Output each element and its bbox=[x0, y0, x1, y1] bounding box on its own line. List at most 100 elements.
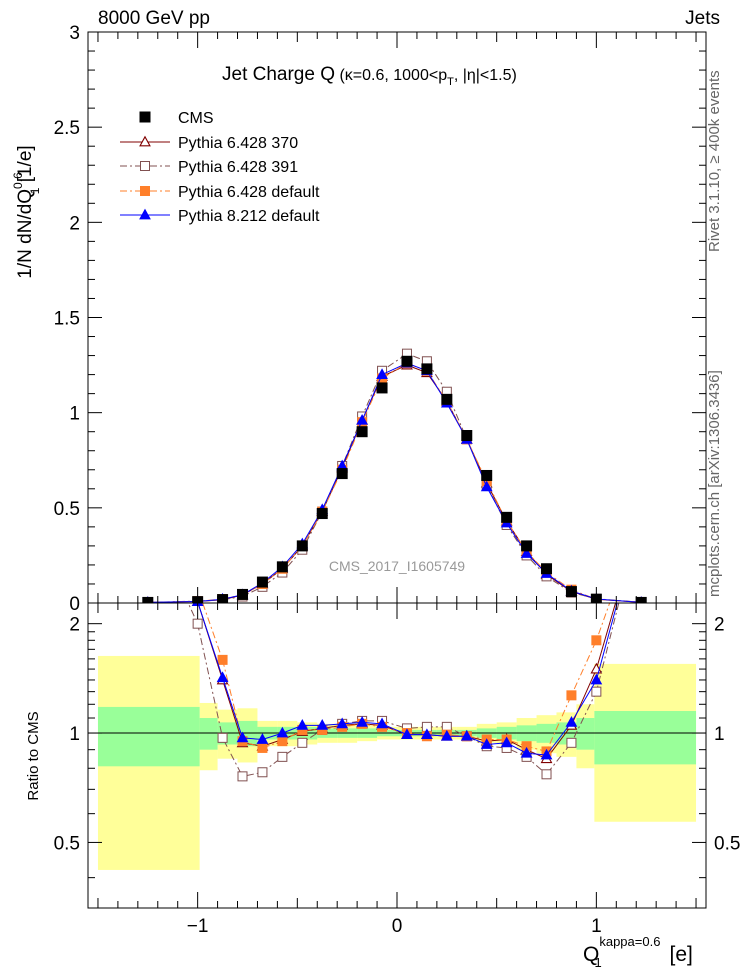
ratio-series-group bbox=[143, 509, 646, 782]
ratio-point-pythia-8-212-default bbox=[440, 729, 453, 741]
energy-label: 8000 GeV pp bbox=[98, 8, 210, 29]
ratio-point-pythia-6-428-391 bbox=[257, 767, 268, 778]
ratio-point-pythia-6-428-391 bbox=[541, 769, 552, 780]
ratio-point-pythia-6-428-391 bbox=[217, 732, 228, 743]
ratio-point-pythia-6-428-391 bbox=[591, 686, 602, 697]
legend-marker bbox=[139, 208, 151, 220]
ratio-point-pythia-8-212-default bbox=[356, 716, 368, 727]
ratio-ytick-label: 2 bbox=[69, 615, 80, 636]
ratio-point-pythia-8-212-default bbox=[296, 719, 309, 730]
cms-data-point bbox=[276, 561, 288, 573]
ratio-point-pythia-8-212-default bbox=[520, 746, 533, 758]
cms-data-point bbox=[461, 430, 473, 442]
legend-label: CMS bbox=[178, 110, 214, 127]
legend-marker bbox=[139, 111, 151, 123]
cms-data-point bbox=[501, 511, 513, 523]
ratio-point-pythia-6-428-391 bbox=[237, 771, 248, 782]
ratio-xtick-label: −1 bbox=[187, 916, 209, 937]
ratio-point-pythia-8-212-default bbox=[143, 509, 153, 518]
ratio-point-pythia-6-428-391 bbox=[297, 737, 308, 748]
legend-marker bbox=[140, 161, 150, 171]
ratio-point-pythia-8-212-default bbox=[236, 731, 249, 743]
legend: CMS Pythia 6.428 370 Pythia 6.428 391 Pythi… bbox=[120, 110, 320, 225]
main-title: Jet Charge Q (κ=0.6, 1000<pT, |η|<1.5) bbox=[222, 64, 517, 88]
legend-label: Pythia 6.428 default bbox=[178, 184, 320, 201]
main-ytick-label: 3 bbox=[69, 23, 80, 44]
ratio-point-pythia-6-428-default bbox=[591, 635, 602, 646]
ratio-point-pythia-6-428-391 bbox=[143, 510, 152, 519]
cms-data-point bbox=[481, 469, 493, 481]
ratio-point-pythia-6-428-370 bbox=[636, 509, 646, 518]
ratio-point-pythia-6-428-default bbox=[257, 742, 268, 753]
ratio-point-pythia-8-212-default bbox=[636, 509, 646, 518]
band-1sigma-bin bbox=[576, 718, 595, 750]
band-1sigma-bin bbox=[594, 710, 697, 765]
uncertainty-bands bbox=[97, 655, 697, 870]
main-ytick-label: 0.5 bbox=[54, 499, 80, 520]
cms-data-point bbox=[565, 586, 577, 598]
ratio-point-pythia-8-212-default bbox=[500, 736, 513, 748]
ratio-point-pythia-6-428-default bbox=[566, 690, 577, 701]
main-ytick-label: 2 bbox=[69, 213, 80, 234]
legend-label: Pythia 8.212 default bbox=[178, 208, 320, 225]
ratio-point-pythia-8-212-default bbox=[376, 717, 388, 729]
ratio-ytick-label: 1 bbox=[69, 724, 80, 745]
ratio-ylabel: Ratio to CMS bbox=[25, 711, 42, 800]
main-line-pythia-8-212-default bbox=[147, 362, 642, 603]
cms-data-point bbox=[316, 508, 328, 520]
band-1sigma-bin bbox=[199, 718, 218, 750]
cms-data-point bbox=[256, 576, 268, 588]
ratio-line-pythia-8-212-default bbox=[197, 603, 618, 756]
cms-data-point bbox=[635, 596, 647, 603]
ratio-line-pythia-6-428-391 bbox=[187, 603, 620, 777]
ratio-point-pythia-6-428-default bbox=[277, 736, 288, 747]
legend-label: Pythia 6.428 370 bbox=[178, 135, 298, 152]
cms-data-point bbox=[336, 468, 348, 480]
legend-marker bbox=[140, 186, 150, 196]
cms-data-point bbox=[401, 355, 413, 367]
ratio-ytick-label-right: 0.5 bbox=[714, 833, 740, 854]
ratio-point-pythia-8-212-default bbox=[565, 716, 578, 727]
main-point-pythia-8-212-default bbox=[356, 413, 368, 425]
main-line-pythia-6-428-391 bbox=[147, 353, 642, 603]
cms-data-point bbox=[296, 540, 308, 552]
ratio-point-pythia-8-212-default bbox=[256, 733, 269, 744]
cms-data-point bbox=[142, 596, 154, 603]
ratio-xlabel: Qkappa=0.6 1 [e] bbox=[583, 934, 693, 970]
analysis-watermark: CMS_2017_I1605749 bbox=[329, 558, 465, 574]
main-ytick-label: 2.5 bbox=[54, 118, 80, 139]
cms-data-point bbox=[237, 588, 248, 600]
ratio-point-pythia-8-212-default bbox=[216, 671, 229, 683]
ratio-point-pythia-6-428-default bbox=[637, 510, 646, 519]
ratio-point-pythia-8-212-default bbox=[460, 729, 473, 741]
cms-data-point bbox=[541, 563, 553, 575]
ratio-point-pythia-6-428-391 bbox=[277, 751, 288, 762]
cms-data-point bbox=[356, 426, 368, 438]
ratio-point-pythia-8-212-default bbox=[276, 726, 289, 738]
ratio-point-pythia-6-428-default bbox=[217, 654, 228, 665]
main-ytick-label: 0 bbox=[69, 594, 80, 615]
cms-data-point bbox=[521, 540, 533, 552]
cms-data-point bbox=[421, 363, 433, 375]
ratio-ytick-label-right: 2 bbox=[714, 615, 725, 636]
main-ytick-label: 1 bbox=[69, 404, 80, 425]
ratio-point-pythia-8-212-default bbox=[421, 728, 433, 740]
ratio-point-pythia-8-212-default bbox=[316, 719, 329, 730]
ratio-point-pythia-8-212-default bbox=[590, 673, 603, 685]
main-point-pythia-8-212-default bbox=[520, 547, 533, 558]
main-ytick-label: 1.5 bbox=[54, 309, 80, 330]
ratio-line-pythia-6-428-default bbox=[202, 603, 611, 752]
ratio-point-pythia-6-428-370 bbox=[143, 509, 153, 518]
ratio-point-pythia-8-212-default bbox=[401, 728, 413, 740]
ratio-ytick-label-right: 1 bbox=[714, 724, 725, 745]
cms-data-point bbox=[441, 393, 453, 405]
ratio-ytick-label: 0.5 bbox=[54, 833, 80, 854]
cms-data-point bbox=[376, 382, 388, 394]
legend-marker bbox=[139, 135, 151, 147]
ratio-point-pythia-6-428-391 bbox=[566, 737, 577, 748]
ratio-xtick-label: 0 bbox=[392, 916, 403, 937]
ratio-point-pythia-6-428-391 bbox=[637, 510, 646, 519]
main-ylabel: 1/N dN/dQ0.61 [1/e] bbox=[11, 145, 42, 278]
main-point-pythia-8-212-default bbox=[480, 480, 493, 492]
